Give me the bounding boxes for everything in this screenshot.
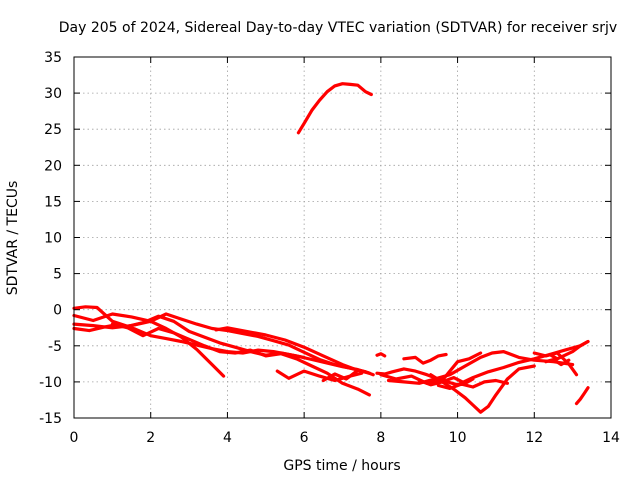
series-line-sat-e xyxy=(110,322,371,397)
x-tick-label: 12 xyxy=(525,430,543,446)
series-line-sat-l xyxy=(379,351,483,385)
x-tick-label: 6 xyxy=(300,430,309,446)
x-tick-label: 8 xyxy=(376,430,385,446)
series-line-sat-u xyxy=(375,352,387,358)
x-tick-label: 14 xyxy=(602,430,620,446)
y-tick-label: 10 xyxy=(44,231,62,247)
series-line-sat-h xyxy=(321,368,371,383)
x-tick-label: 10 xyxy=(449,430,467,446)
x-axis-label: GPS time / hours xyxy=(283,458,400,474)
series-line-sat-c xyxy=(72,312,226,378)
series-line-sat-q xyxy=(532,351,579,377)
y-axis-label: SDTVAR / TECUs xyxy=(5,181,21,296)
series-line-sat-k xyxy=(386,350,575,385)
y-tick-label: -15 xyxy=(39,411,62,427)
series-line-sat-n xyxy=(402,352,448,365)
grid xyxy=(74,57,611,418)
series-layer xyxy=(72,82,590,414)
y-tick-label: 25 xyxy=(44,122,62,138)
y-tick-label: -5 xyxy=(48,339,62,355)
chart-title: Day 205 of 2024, Sidereal Day-to-day VTE… xyxy=(59,20,617,36)
axis-ticks xyxy=(73,56,612,419)
series-line-sat-i xyxy=(296,82,373,135)
series-line-sat-m xyxy=(429,364,536,414)
series-line-sat-o xyxy=(417,376,475,387)
series-line-sat-b xyxy=(72,312,368,374)
y-tick-label: 15 xyxy=(44,194,62,210)
y-tick-label: 5 xyxy=(53,267,62,283)
x-tick-label: 4 xyxy=(223,430,232,446)
y-tick-label: -10 xyxy=(39,375,62,391)
series-line-sat-s xyxy=(544,357,571,367)
x-axis-tick-labels: 0 2 4 6 8 10 12 14 xyxy=(70,430,620,446)
series-line-sat-r xyxy=(547,339,590,361)
y-tick-label: 0 xyxy=(53,303,62,319)
series-line-sat-p xyxy=(436,378,509,390)
y-tick-label: 20 xyxy=(44,158,62,174)
y-tick-label: 30 xyxy=(44,86,62,102)
y-axis-tick-labels: -15 -10 -5 0 5 10 15 20 25 30 35 xyxy=(39,50,62,427)
series-line-sat-t xyxy=(574,386,590,406)
y-tick-label: 35 xyxy=(44,50,62,66)
x-tick-label: 0 xyxy=(70,430,79,446)
series-line-sat-a xyxy=(72,305,371,375)
x-tick-label: 2 xyxy=(146,430,155,446)
